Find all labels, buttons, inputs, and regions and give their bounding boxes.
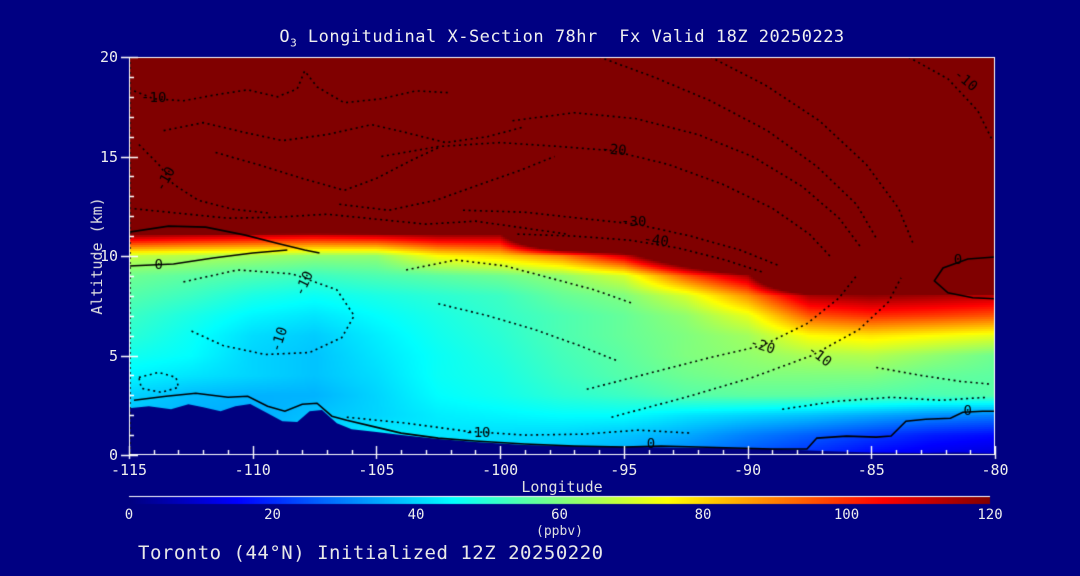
x-tick-label--110: -110 (234, 461, 271, 479)
title-species: O (279, 27, 291, 47)
x-tick-label--115: -115 (110, 461, 148, 479)
x-tick-label--95: -95 (610, 461, 638, 479)
colorbar-tick-label-60: 60 (551, 507, 568, 523)
colorbar-tick-label-40: 40 (407, 507, 425, 523)
colorbar-tick-label-100: 100 (833, 507, 860, 523)
title-text: Longitudinal X-Section 78hr Fx Valid 18Z… (297, 27, 845, 47)
y-tick-label-15: 15 (99, 147, 118, 166)
colorbar-tick-label-120: 120 (977, 507, 1003, 523)
x-tick-label--100: -100 (482, 461, 519, 479)
plot-title: O3 Longitudinal X-Section 78hr Fx Valid … (129, 27, 995, 49)
y-tick-label-20: 20 (99, 48, 118, 66)
y-tick-label-0: 0 (108, 446, 118, 464)
x-tick-label--85: -85 (857, 461, 885, 479)
x-tick-label--80: -80 (981, 461, 1009, 479)
colorbar-tick-label-20: 20 (264, 507, 281, 523)
x-tick-label--90: -90 (734, 461, 762, 479)
y-tick-label-10: 10 (99, 247, 118, 265)
title-subscript: 3 (290, 36, 298, 50)
x-axis-label: Longitude (521, 478, 603, 496)
x-tick-label--105: -105 (358, 461, 395, 479)
colorbar-tick-label-0: 0 (124, 507, 134, 523)
colorbar-unit-label: (ppbv) (536, 524, 583, 539)
footer-run-info: Toronto (44°N) Initialized 12Z 20250220 (138, 542, 604, 564)
colorbar-tick-label-80: 80 (694, 507, 712, 523)
y-tick-label-5: 5 (108, 346, 118, 365)
